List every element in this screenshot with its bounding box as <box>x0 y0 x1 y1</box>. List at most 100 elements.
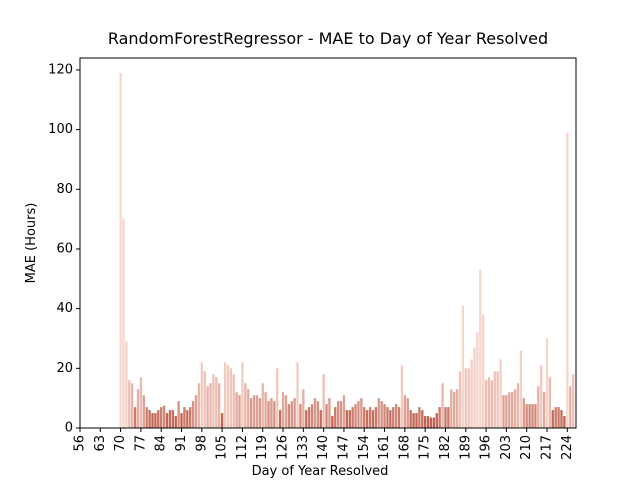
bar <box>171 410 174 428</box>
bar <box>560 410 563 428</box>
bar <box>421 410 424 428</box>
bar <box>220 413 224 428</box>
x-tick-label: 98 <box>194 435 209 452</box>
bar <box>319 410 322 428</box>
bar <box>119 72 122 428</box>
bar <box>261 383 264 428</box>
bar <box>331 416 334 428</box>
x-tick-label: 224 <box>560 435 575 460</box>
bar <box>206 386 209 428</box>
bar <box>374 407 378 428</box>
bar <box>397 407 401 428</box>
x-tick-label: 189 <box>458 435 473 460</box>
bar <box>473 347 476 428</box>
bar <box>548 377 552 428</box>
bar <box>284 395 288 428</box>
bar <box>482 314 485 428</box>
x-tick-label: 196 <box>479 435 494 460</box>
bar <box>139 377 143 428</box>
bar <box>142 395 145 428</box>
bar <box>566 132 569 428</box>
bar <box>490 380 494 428</box>
x-tick-label: 154 <box>357 435 372 460</box>
x-tick-label: 77 <box>133 435 148 452</box>
y-tick-label: 100 <box>48 122 73 137</box>
bar <box>363 407 366 428</box>
bar <box>276 368 279 428</box>
bar <box>133 407 137 428</box>
bar <box>502 395 505 428</box>
bar <box>400 365 404 428</box>
x-tick-label: 63 <box>93 435 108 452</box>
bar <box>508 392 511 428</box>
bar <box>534 404 537 428</box>
bar <box>426 416 430 428</box>
bar <box>258 398 261 428</box>
x-tick-label: 112 <box>235 435 250 460</box>
bar <box>418 407 421 428</box>
bar <box>461 305 465 428</box>
bar <box>403 395 407 428</box>
bar <box>429 417 433 428</box>
bar <box>464 368 467 428</box>
bar <box>450 389 453 428</box>
bar <box>438 407 441 428</box>
bar <box>180 413 183 428</box>
bar <box>194 395 198 428</box>
bar <box>186 410 189 428</box>
bar <box>209 383 212 428</box>
bar <box>168 410 172 428</box>
bar <box>328 398 331 428</box>
bar <box>476 332 479 428</box>
x-tick-label: 70 <box>113 435 128 452</box>
bar <box>487 377 491 428</box>
chart-title: RandomForestRegressor - MAE to Day of Ye… <box>108 29 548 48</box>
bar <box>395 404 398 428</box>
y-tick-label: 80 <box>56 182 73 197</box>
bar <box>296 362 299 428</box>
bar <box>183 407 186 428</box>
bar <box>145 407 148 428</box>
bar <box>569 386 572 428</box>
bar <box>516 383 520 428</box>
bar <box>505 395 508 428</box>
bar <box>229 368 232 428</box>
bar <box>218 383 221 428</box>
bar <box>197 383 201 428</box>
bar <box>432 417 436 428</box>
bar <box>479 269 482 428</box>
x-tick-label: 84 <box>154 435 169 452</box>
bar <box>377 398 380 428</box>
bar <box>238 395 241 428</box>
x-tick-label: 119 <box>255 435 270 460</box>
x-tick-label: 126 <box>276 435 291 460</box>
y-tick-label: 60 <box>56 241 73 256</box>
bar <box>310 404 314 428</box>
bar <box>165 413 169 428</box>
bar <box>348 410 351 428</box>
bar <box>412 413 415 428</box>
bar <box>136 389 140 428</box>
bar <box>299 404 302 428</box>
bar <box>458 371 462 428</box>
x-tick-label: 217 <box>539 435 554 460</box>
x-tick-label: 140 <box>316 435 331 460</box>
bar <box>392 407 395 428</box>
bar <box>484 380 488 428</box>
bar <box>252 395 256 428</box>
x-tick-label: 203 <box>499 435 514 460</box>
bar <box>525 404 528 428</box>
bar <box>287 404 291 428</box>
bar <box>531 404 534 428</box>
y-tick-label: 120 <box>48 62 73 77</box>
bar <box>212 374 215 428</box>
y-tick-label: 0 <box>65 421 73 436</box>
bar <box>203 371 206 428</box>
bar <box>131 383 134 428</box>
bar <box>342 395 346 428</box>
bar <box>223 362 227 428</box>
bar <box>322 374 325 428</box>
bar <box>235 392 238 428</box>
x-tick-label: 175 <box>418 435 433 460</box>
